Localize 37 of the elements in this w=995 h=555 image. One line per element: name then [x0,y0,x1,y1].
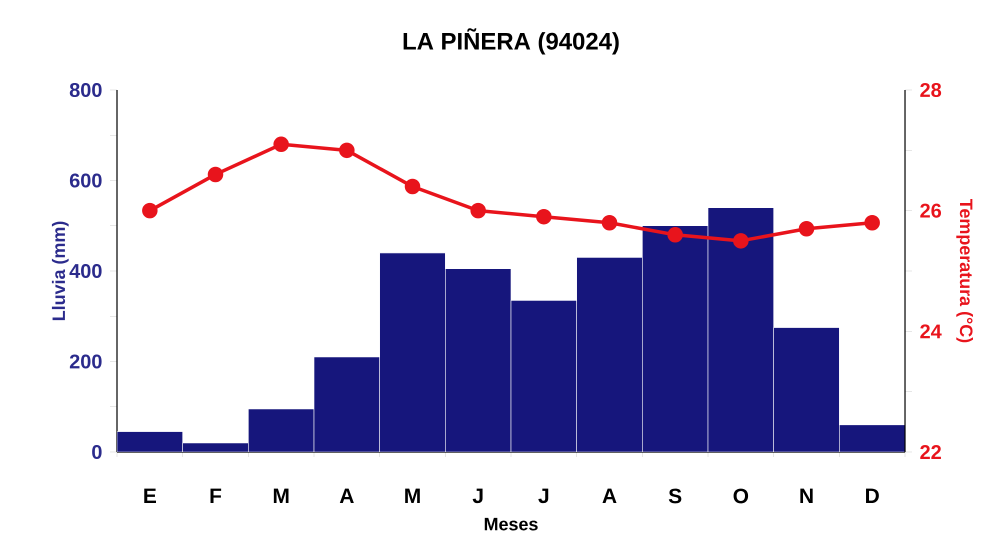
point [667,227,683,243]
x-axis-title: Meses [484,518,538,530]
point [273,136,289,152]
x-tick-label: M [274,488,288,503]
point [470,202,486,218]
y-tick-label: 800 [70,82,102,98]
x-tick-label: A [602,488,617,503]
x-tick-label: F [210,488,222,503]
x-tick-label: J [472,488,483,504]
y2-tick-label: 24 [920,324,942,338]
y2-tick-label: 26 [920,204,942,218]
point [798,221,814,237]
point [142,202,158,218]
point [733,233,749,249]
point [339,142,355,158]
y2-tick-label: 28 [920,82,942,98]
point [208,166,224,182]
x-tick-label: A [340,488,354,503]
y-tick-label: 600 [70,173,102,188]
x-tick-label: M [405,488,420,503]
x-tick-label: O [734,488,748,504]
x-tick-label: N [800,488,813,503]
y-tick-label: 200 [70,354,102,369]
x-tick-label: S [668,488,682,504]
y-axis-title: Lluvia (mm) [52,222,69,320]
chart-title: LA PIÑERA (94024) [404,28,619,54]
x-tick-label: J [538,488,548,504]
y2-axis-title: Temperatura (°C) [956,199,974,342]
point [404,178,420,194]
x-tick-label: E [144,488,156,503]
x-tick-label: D [866,488,879,503]
point [602,214,618,230]
point [864,214,880,230]
point [536,208,552,224]
y-tick-label: 400 [69,264,102,278]
y-tick-label: 0 [92,444,102,460]
y2-tick-label: 22 [920,445,941,459]
